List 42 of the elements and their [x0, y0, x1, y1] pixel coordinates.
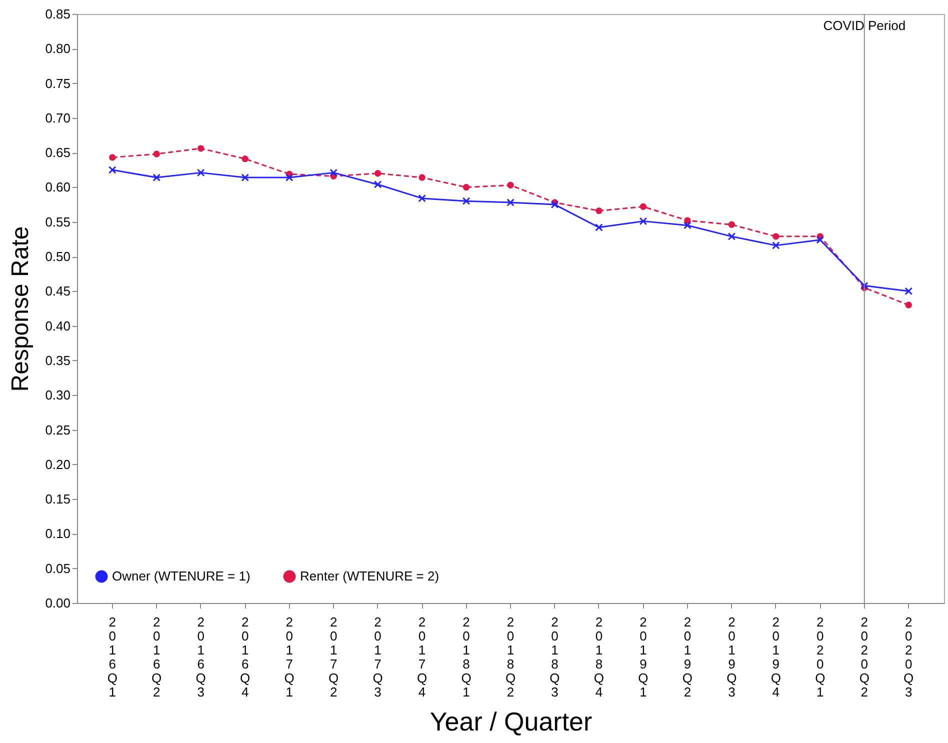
- y-tick-label: 0.60: [45, 180, 70, 195]
- y-tick-label: 0.50: [45, 249, 70, 264]
- x-tick-label: 2016Q4: [240, 614, 250, 700]
- y-tick-label: 0.00: [45, 596, 70, 610]
- x-tick-label: 2019Q3: [726, 614, 737, 700]
- x-tick-label: 2020Q1: [815, 614, 826, 700]
- y-tick-label: 0.70: [45, 110, 70, 126]
- legend-label: Renter (WTENURE = 2): [300, 568, 440, 584]
- x-tick-label: 2019Q4: [770, 614, 781, 700]
- x-tick-label: 2018Q3: [550, 614, 560, 700]
- x-tick-label: 2017Q1: [284, 614, 294, 700]
- y-tick-label: 0.40: [45, 318, 70, 334]
- y-tick-label: 0.75: [45, 76, 70, 91]
- y-tick-label: 0.30: [45, 388, 70, 403]
- x-axis-title: Year / Quarter: [430, 706, 593, 736]
- x-tick-label: 2018Q2: [505, 614, 516, 700]
- x-tick-label: 2019Q1: [638, 614, 648, 700]
- x-tick-label: 2019Q2: [682, 614, 692, 700]
- y-tick-label: 0.25: [45, 422, 70, 438]
- y-tick-label: 0.85: [45, 6, 70, 22]
- x-tick-label: 2016Q3: [196, 614, 206, 700]
- y-tick-label: 0.05: [45, 560, 70, 576]
- ref-line-label: COVID Period: [823, 18, 906, 33]
- x-tick-label: 2017Q3: [372, 614, 383, 700]
- y-tick-label: 0.65: [45, 145, 70, 160]
- y-tick-label: 0.55: [45, 214, 70, 230]
- x-tick-label: 2017Q4: [416, 614, 428, 700]
- x-tick-label: 2017Q2: [328, 614, 339, 700]
- y-tick-label: 0.15: [45, 492, 70, 507]
- x-tick-label: 2020Q3: [904, 614, 914, 700]
- x-tick-label: 2018Q4: [594, 614, 604, 700]
- x-tick-label: 2016Q1: [107, 614, 118, 700]
- y-tick-label: 0.45: [45, 284, 70, 299]
- y-tick-label: 0.20: [45, 456, 70, 472]
- x-tick-label: 2018Q1: [461, 614, 472, 700]
- y-tick-label: 0.35: [45, 352, 70, 368]
- y-tick-label: 0.10: [45, 526, 70, 542]
- x-tick-label: 2016Q2: [152, 614, 162, 700]
- legend-label: Owner (WTENURE = 1): [112, 568, 250, 584]
- y-tick-label: 0.80: [45, 41, 70, 56]
- y-axis-title: Response Rate: [7, 226, 34, 392]
- x-tick-label: 2020Q2: [859, 614, 870, 700]
